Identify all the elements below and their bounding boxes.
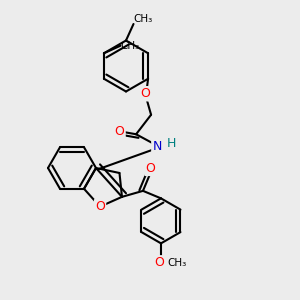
Text: O: O [140,87,150,100]
Text: N: N [152,140,162,153]
Text: CH₃: CH₃ [134,14,153,24]
Text: O: O [154,256,164,269]
Text: H: H [167,137,176,150]
Text: O: O [146,162,155,175]
Text: CH₃: CH₃ [120,41,140,51]
Text: O: O [95,200,105,213]
Text: CH₃: CH₃ [167,258,186,268]
Text: O: O [115,125,124,138]
